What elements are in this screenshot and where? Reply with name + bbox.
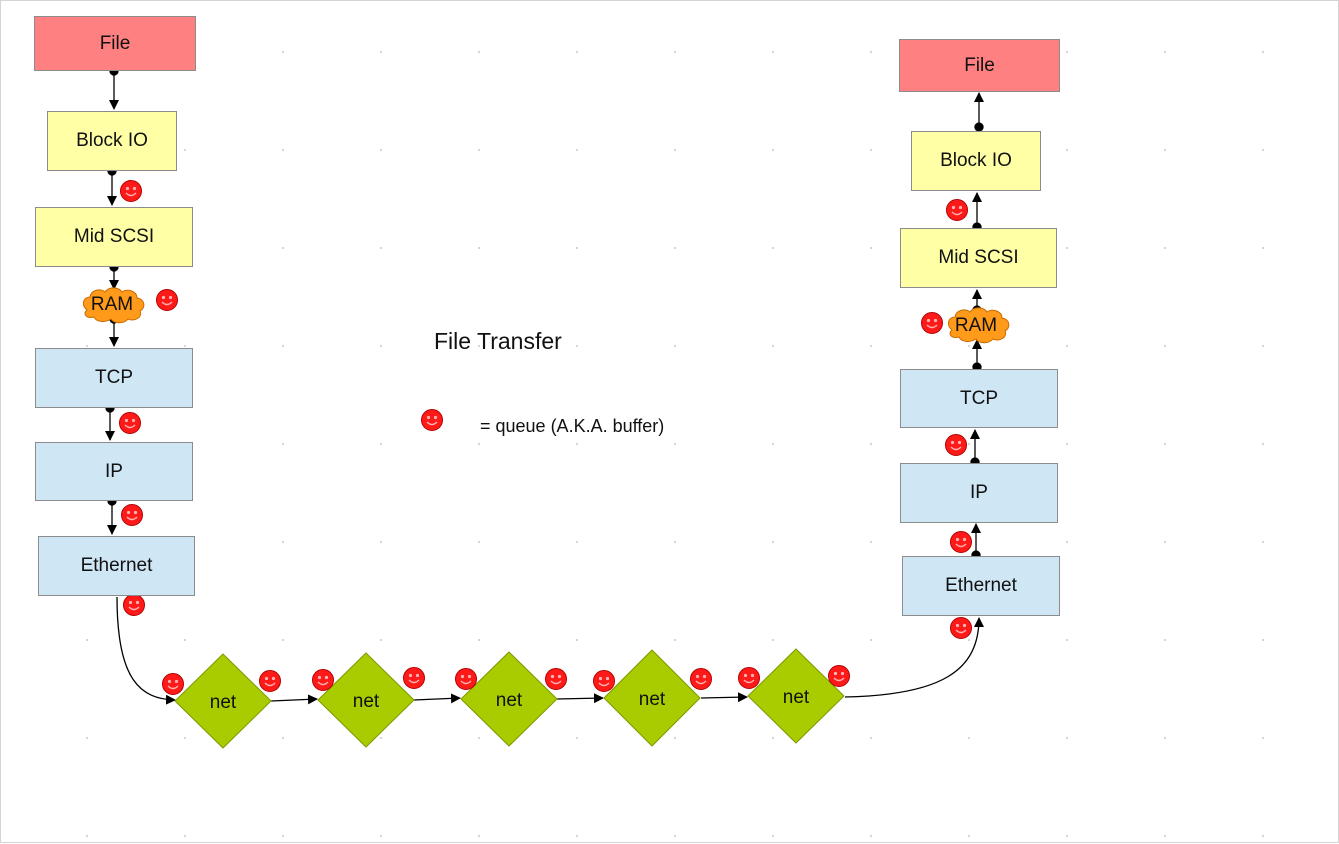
left-block-io-label: Block IO [76,130,148,151]
right-mid-scsi-label: Mid SCSI [938,247,1019,268]
right-file-box: File [899,39,1060,92]
queue-smiley-icon [122,593,146,617]
legend-text: = queue (A.K.A. buffer) [480,416,665,436]
left-block-io-box: Block IO [47,111,177,171]
queue-smiley-icon [258,669,282,693]
queue-smiley-icon [944,433,968,457]
left-ethernet-box: Ethernet [38,536,195,596]
queue-smiley-icon [945,198,969,222]
queue-smiley-icon [119,179,143,203]
left-file-label: File [99,32,131,54]
right-block-io-label: Block IO [940,150,1012,171]
queue-smiley-icon [949,530,973,554]
left-ip-box: IP [35,442,193,501]
right-block-io-box: Block IO [911,131,1041,191]
queue-smiley-icon [827,664,851,688]
right-ip-box: IP [900,463,1058,523]
left-ram-label: RAM [91,294,133,315]
queue-smiley-icon [118,411,142,435]
left-ethernet-label: Ethernet [80,555,153,576]
net-node-4: net [603,649,701,747]
right-ethernet-box: Ethernet [902,556,1060,616]
right-ram-label: RAM [955,315,997,336]
queue-smiley-icon [737,666,761,690]
left-mid-scsi-label: Mid SCSI [73,226,155,247]
queue-smiley-icon [689,667,713,691]
diagram-title: File Transfer [434,328,562,354]
queue-smiley-icon [454,667,478,691]
queue-smiley-icon [155,288,179,312]
queue-smiley-icon [161,672,185,696]
net-node-2: net [317,652,415,748]
right-file-label: File [964,54,995,76]
net-label: net [210,692,237,713]
right-tcp-box: TCP [900,369,1058,428]
right-tcp-label: TCP [960,387,998,409]
left-file-box: File [34,16,196,71]
queue-smiley-icon [949,616,973,640]
queue-smiley-icon [920,311,944,335]
left-ram-cloud-icon: RAM [82,287,145,324]
net-node-5: net [747,648,845,744]
net-label: net [496,690,523,711]
right-ram-cloud-icon: RAM [947,307,1010,344]
queue-icons [118,179,973,696]
network-path [116,596,984,705]
net-label: net [353,691,380,712]
left-tcp-box: TCP [35,348,193,408]
queue-smiley-icon [311,668,335,692]
net-node-3: net [460,651,558,747]
net-label: net [639,689,666,710]
legend-smiley-icon [420,408,444,432]
queue-smiley-icon [544,667,568,691]
queue-smiley-icon [402,666,426,690]
right-mid-scsi-box: Mid SCSI [900,228,1057,288]
queue-smiley-icon [120,503,144,527]
net-label: net [783,687,810,708]
queue-smiley-icon [592,669,616,693]
right-ip-label: IP [970,482,988,503]
net-node-1: net [174,653,272,749]
left-mid-scsi-box: Mid SCSI [35,207,193,267]
left-ip-label: IP [105,460,123,482]
left-tcp-label: TCP [95,367,133,388]
right-ethernet-label: Ethernet [945,575,1017,596]
